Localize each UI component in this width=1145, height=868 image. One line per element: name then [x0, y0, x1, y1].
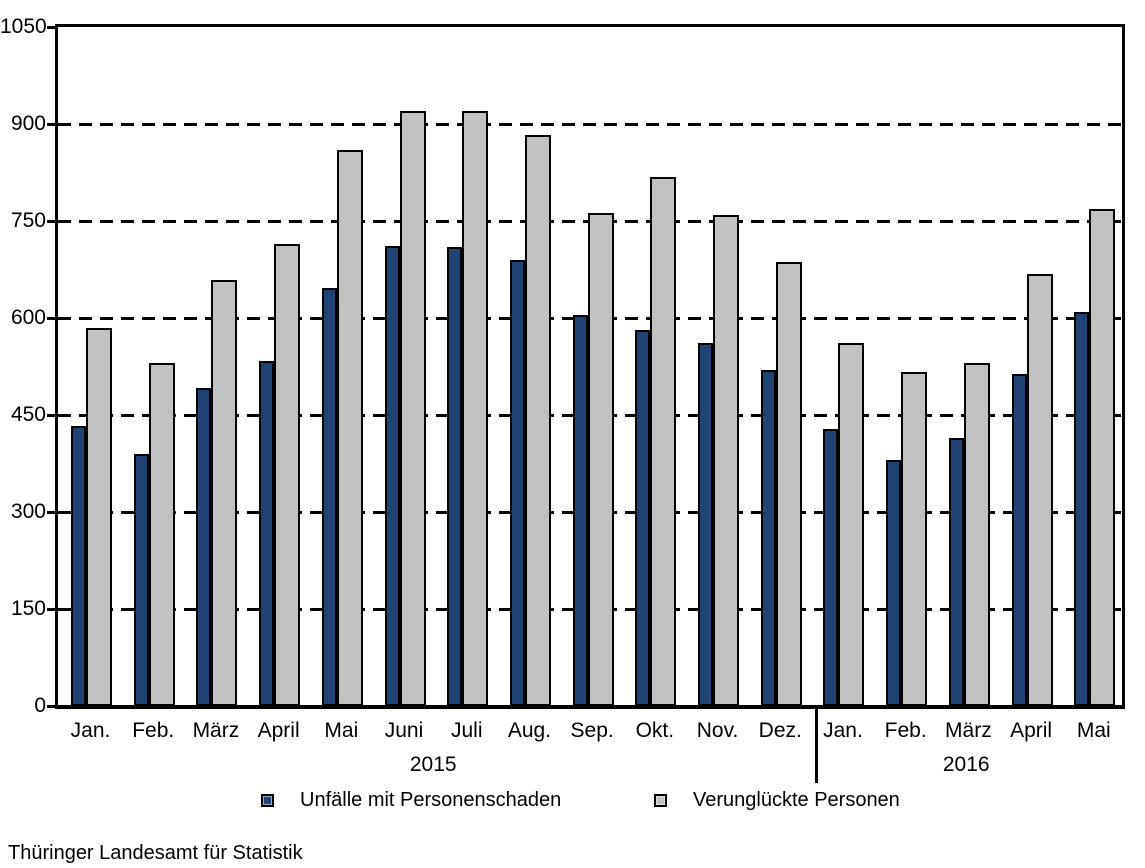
y-axis-label-150: 150: [10, 597, 46, 620]
bar-verunglueckte-2: [211, 280, 238, 706]
y-axis-label-600: 600: [10, 306, 46, 329]
bar-unfaelle-1: [133, 453, 149, 706]
y-axis-tick-600: [47, 316, 56, 320]
y-axis-tick-0: [47, 704, 56, 708]
x-axis-label-4: Mai: [324, 719, 359, 742]
bar-unfaelle-9: [635, 329, 651, 706]
x-axis-label-15: April: [1010, 719, 1053, 742]
legend-label-unfaelle: Unfälle mit Personenschaden: [300, 789, 562, 811]
bar-unfaelle-0: [71, 425, 86, 706]
y-axis-label-300: 300: [10, 500, 46, 523]
y-axis-tick-900: [47, 122, 56, 126]
bar-unfaelle-2: [196, 388, 212, 706]
x-axis-label-6: Juli: [450, 719, 483, 742]
gridline-900: [58, 122, 1122, 126]
legend-item-verunglueckte: Verunglückte Personen: [654, 789, 900, 812]
bar-unfaelle-12: [823, 428, 839, 706]
y-axis-tick-150: [47, 607, 56, 611]
bar-verunglueckte-4: [336, 149, 363, 706]
x-axis-label-3: April: [257, 719, 300, 742]
legend-label-verunglueckte: Verunglückte Personen: [693, 789, 900, 811]
x-axis-label-8: Sep.: [570, 719, 614, 742]
legend-item-unfaelle: Unfälle mit Personenschaden: [261, 789, 561, 812]
y-axis-tick-1050: [47, 25, 56, 29]
y-axis-label-0: 0: [34, 694, 46, 717]
bar-verunglueckte-16: [1089, 209, 1116, 706]
bar-unfaelle-3: [259, 360, 275, 706]
year-label-2015: 2015: [409, 753, 457, 776]
bar-unfaelle-7: [509, 260, 525, 706]
bar-verunglueckte-6: [462, 111, 489, 706]
x-axis-label-5: Juni: [384, 719, 424, 742]
bar-unfaelle-5: [384, 245, 400, 706]
year-label-2016: 2016: [942, 753, 990, 776]
bar-verunglueckte-14: [963, 363, 990, 706]
y-axis-label-450: 450: [10, 403, 46, 426]
bar-unfaelle-4: [321, 287, 337, 706]
bar-verunglueckte-10: [713, 215, 740, 706]
bar-verunglueckte-0: [86, 327, 112, 706]
bar-verunglueckte-1: [148, 363, 175, 706]
bar-verunglueckte-9: [650, 177, 677, 706]
x-axis-label-11: Dez.: [758, 719, 802, 742]
x-axis-label-9: Okt.: [635, 719, 675, 742]
year-separator-line: [815, 706, 818, 783]
bar-unfaelle-8: [572, 314, 588, 706]
bar-verunglueckte-7: [524, 134, 551, 706]
y-axis-tick-300: [47, 510, 56, 514]
bar-verunglueckte-5: [399, 111, 426, 706]
bar-verunglueckte-12: [838, 342, 865, 706]
y-axis-tick-450: [47, 413, 56, 417]
legend-swatch-unfaelle-icon: [261, 794, 274, 807]
bar-unfaelle-11: [760, 370, 776, 706]
bar-verunglueckte-15: [1026, 274, 1053, 706]
y-axis-label-750: 750: [10, 209, 46, 232]
bar-unfaelle-14: [948, 437, 964, 706]
y-axis-label-900: 900: [10, 112, 46, 135]
x-axis-label-16: Mai: [1076, 719, 1111, 742]
bar-unfaelle-10: [698, 342, 714, 706]
bar-verunglueckte-8: [587, 213, 614, 706]
x-axis-label-7: Aug.: [507, 719, 552, 742]
bar-verunglueckte-13: [901, 371, 928, 706]
legend-swatch-verunglueckte-icon: [654, 794, 667, 807]
x-axis-label-1: Feb.: [132, 719, 175, 742]
x-axis-label-2: März: [192, 719, 240, 742]
bar-unfaelle-13: [886, 459, 902, 706]
x-axis-label-10: Nov.: [696, 719, 739, 742]
x-axis-label-0: Jan.: [70, 719, 111, 742]
bar-verunglueckte-11: [775, 262, 802, 706]
bar-verunglueckte-3: [274, 243, 301, 706]
x-axis-label-12: Jan.: [823, 719, 863, 742]
bar-unfaelle-6: [447, 246, 463, 706]
x-axis-label-14: März: [945, 719, 992, 742]
x-axis-label-13: Feb.: [884, 719, 927, 742]
source-text: Thüringer Landesamt für Statistik: [8, 842, 303, 864]
y-axis-tick-750: [47, 219, 56, 223]
y-axis-label-1050: 1050: [0, 15, 47, 38]
bar-unfaelle-16: [1074, 312, 1090, 706]
bar-unfaelle-15: [1011, 374, 1027, 706]
plot-area: [55, 24, 1125, 709]
